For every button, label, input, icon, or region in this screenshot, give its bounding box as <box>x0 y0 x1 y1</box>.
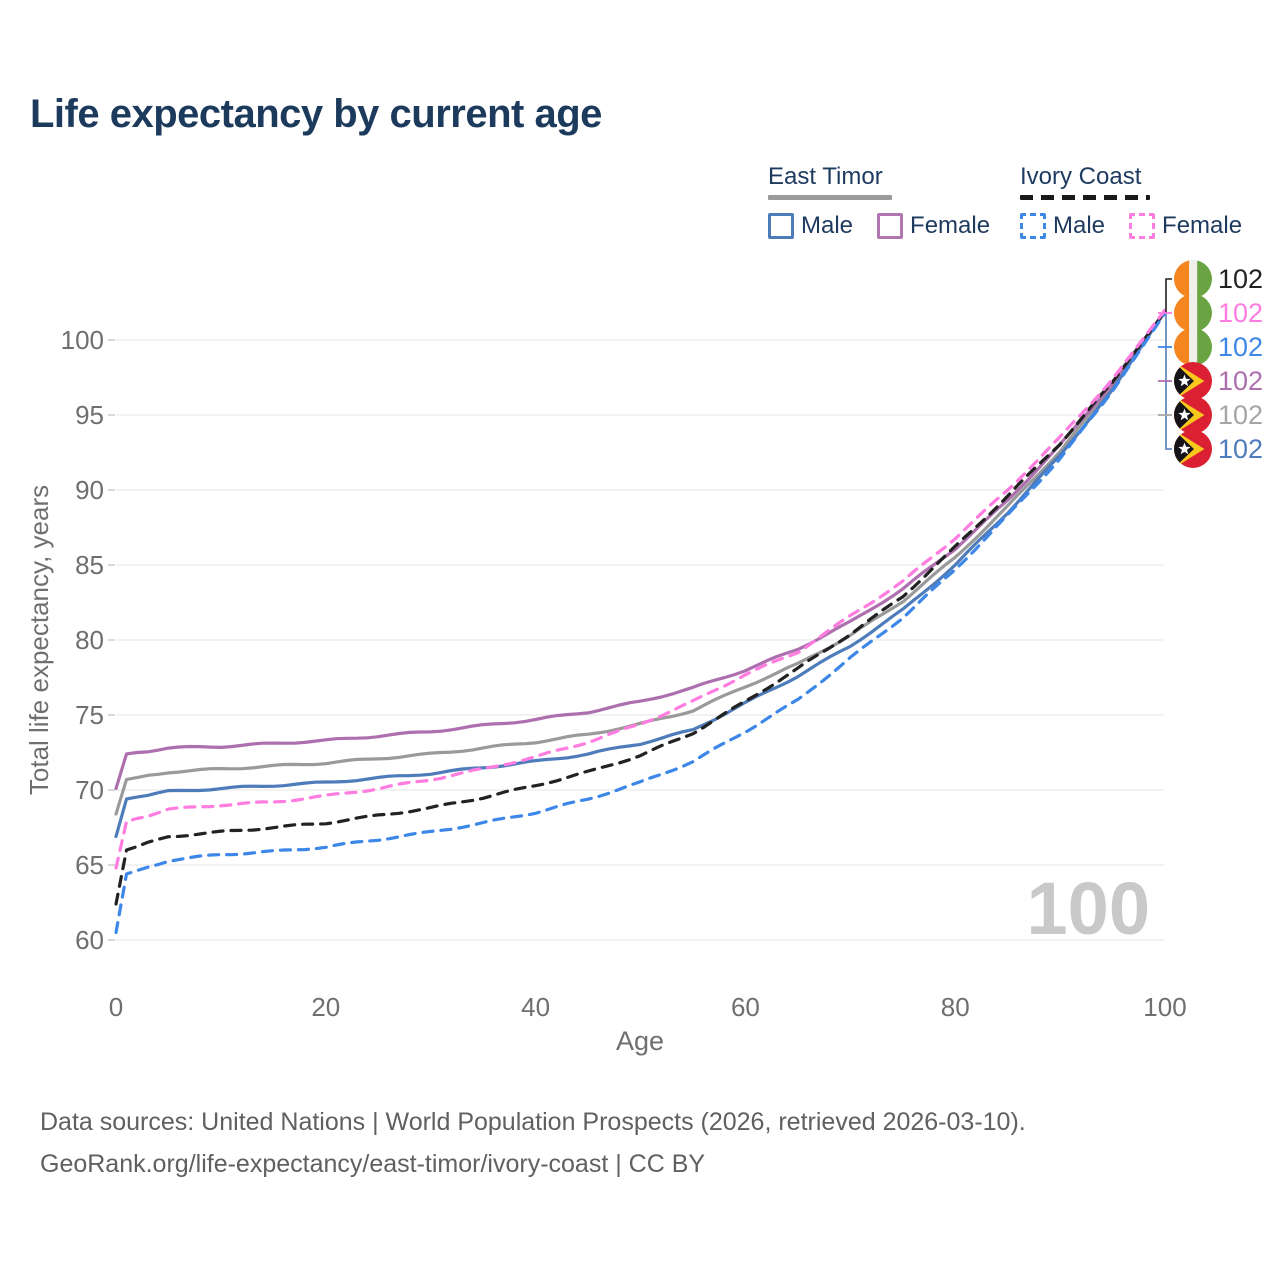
xtick-label-20: 20 <box>311 992 340 1022</box>
legend-underline-ivory-coast <box>1020 195 1150 200</box>
leader-blue <box>1165 313 1172 450</box>
end-label-leaders <box>1158 278 1172 450</box>
y-axis-title: Total life expectancy, years <box>24 485 54 795</box>
ytick-label-85: 85 <box>75 550 104 580</box>
ytick-label-65: 65 <box>75 850 104 880</box>
ivory-coast-flag-icon <box>1174 294 1212 332</box>
ytick-label-90: 90 <box>75 475 104 505</box>
line-chart: 60 65 70 75 80 85 90 95 100 0 20 40 60 80 100 Age Total … <box>24 260 1263 1056</box>
legend-swatch-east-timor-male[interactable] <box>768 213 794 239</box>
ivory-coast-flag-icon <box>1174 328 1212 366</box>
legend-underline-east-timor <box>768 195 892 200</box>
series-line-east-timor-all[interactable] <box>114 309 1167 816</box>
legend-items-east-timor: Male Female <box>768 212 990 240</box>
end-label-value-east-timor-female: 102 <box>1218 366 1263 396</box>
ytick-label-80: 80 <box>75 625 104 655</box>
legend-group-east-timor: East Timor Male Female <box>768 163 990 240</box>
ytick-label-60: 60 <box>75 925 104 955</box>
gridlines: 60 65 70 75 80 85 90 95 100 0 20 40 60 80 100 Age Total … <box>24 325 1187 1056</box>
series-line-ivory-coast-male[interactable] <box>114 311 1167 935</box>
legend-swatch-ivory-coast-male[interactable] <box>1020 213 1046 239</box>
legend-item-ivory-coast-male[interactable]: Male <box>1020 212 1105 240</box>
legend-label-ivory-coast-female: Female <box>1162 212 1243 239</box>
footer-data-sources: Data sources: United Nations | World Pop… <box>40 1108 1026 1136</box>
legend-label-east-timor-female: Female <box>910 212 991 239</box>
leader-black <box>1165 278 1172 313</box>
xtick-label-40: 40 <box>521 992 550 1022</box>
series-line-east-timor-female[interactable] <box>114 309 1167 791</box>
footer-attribution-link[interactable]: GeoRank.org/life-expectancy/east-timor/i… <box>40 1150 706 1178</box>
end-labels: 102 102 102 102 102 102 <box>1174 260 1263 468</box>
series-line-ivory-coast-female[interactable] <box>114 308 1167 870</box>
xtick-label-100: 100 <box>1143 992 1186 1022</box>
legend-item-ivory-coast-female[interactable]: Female <box>1129 212 1242 240</box>
end-label-value-ivory-coast-male: 102 <box>1218 332 1263 362</box>
legend-header-east-timor[interactable]: East Timor <box>768 163 883 190</box>
ytick-label-70: 70 <box>75 775 104 805</box>
series-line-ivory-coast-all[interactable] <box>114 309 1167 906</box>
legend-item-east-timor-male[interactable]: Male <box>768 212 853 240</box>
end-label-value-east-timor-male: 102 <box>1218 434 1263 464</box>
legend-swatch-ivory-coast-female[interactable] <box>1129 213 1156 239</box>
end-label-value-ivory-coast-female: 102 <box>1218 298 1263 328</box>
ytick-label-95: 95 <box>75 400 104 430</box>
east-timor-flag-icon <box>1174 362 1212 400</box>
east-timor-flag-icon <box>1174 430 1212 468</box>
legend-label-ivory-coast-male: Male <box>1053 212 1106 239</box>
series-lines <box>114 308 1167 935</box>
page-title: Life expectancy by current age <box>30 92 602 136</box>
legend-items-ivory-coast: Male Female <box>1020 212 1242 240</box>
east-timor-flag-icon <box>1174 396 1212 434</box>
legend-header-ivory-coast[interactable]: Ivory Coast <box>1020 163 1142 190</box>
series-line-east-timor-male[interactable] <box>114 309 1167 839</box>
legend-item-east-timor-female[interactable]: Female <box>877 212 990 240</box>
end-label-value-east-timor-all: 102 <box>1218 400 1263 430</box>
ytick-label-75: 75 <box>75 700 104 730</box>
xtick-label-0: 0 <box>109 992 123 1022</box>
x-axis-title: Age <box>616 1026 664 1056</box>
legend-group-ivory-coast: Ivory Coast Male Female <box>1020 163 1242 240</box>
legend-label-east-timor-male: Male <box>801 212 854 239</box>
legend-swatch-east-timor-female[interactable] <box>877 213 904 239</box>
ivory-coast-flag-icon <box>1174 260 1212 298</box>
ytick-label-100: 100 <box>61 325 104 355</box>
xtick-label-60: 60 <box>731 992 760 1022</box>
xtick-label-80: 80 <box>941 992 970 1022</box>
end-label-value-ivory-coast-all: 102 <box>1218 264 1263 294</box>
age-watermark: 100 <box>1026 867 1150 950</box>
